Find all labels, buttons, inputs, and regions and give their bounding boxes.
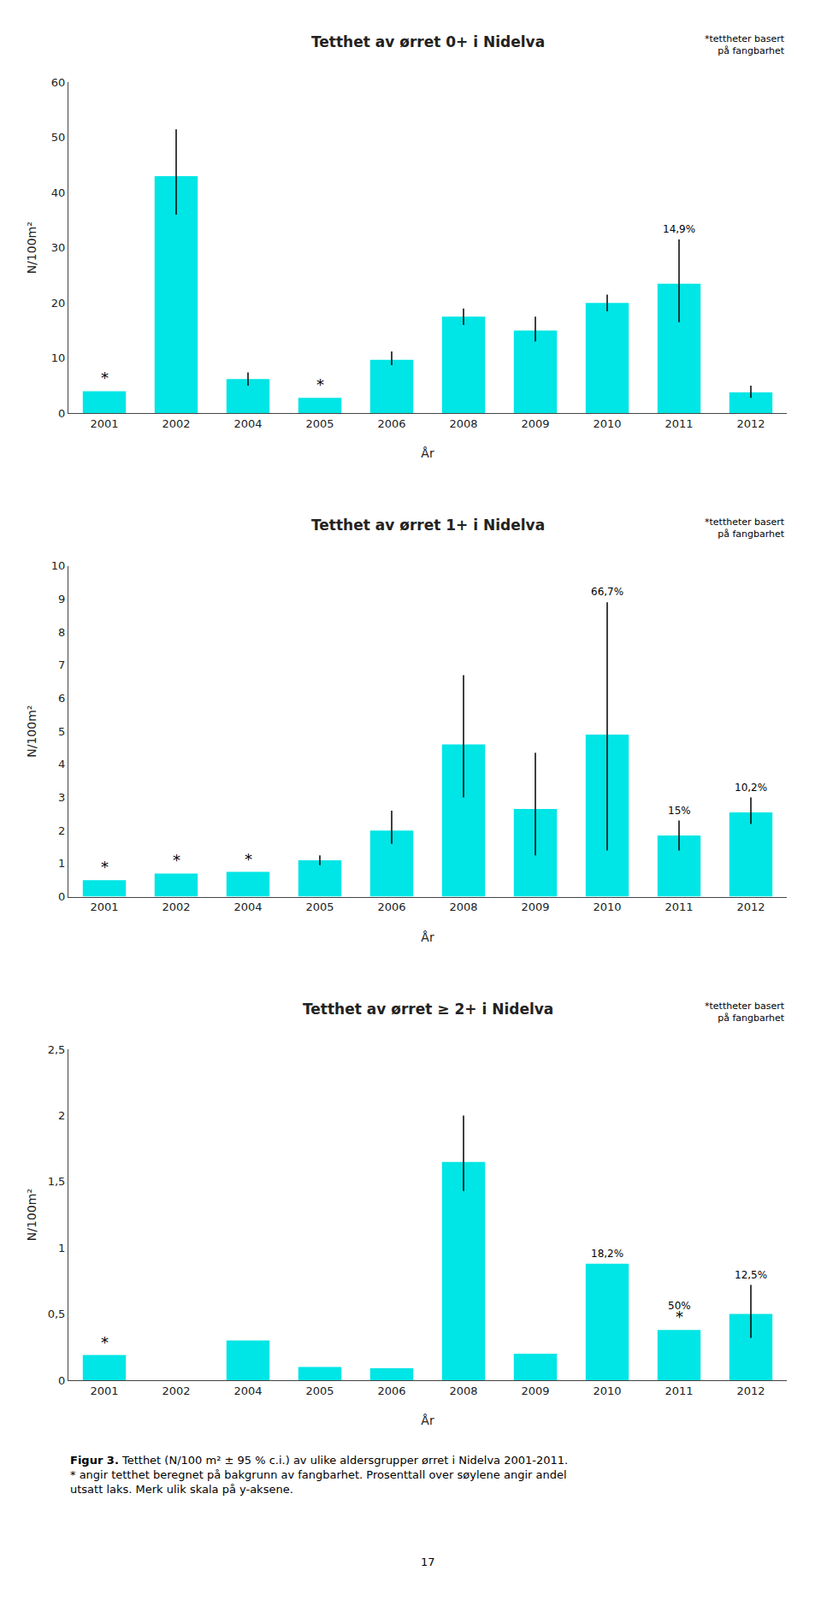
svg-text:2001: 2001 xyxy=(89,900,119,914)
svg-text:20: 20 xyxy=(51,296,66,310)
svg-text:2002: 2002 xyxy=(161,417,190,431)
svg-text:2011: 2011 xyxy=(664,900,693,914)
svg-text:*tettheter basertpå fangbarhet: *tettheter basertpå fangbarhet xyxy=(704,1000,786,1024)
svg-text:2009: 2009 xyxy=(520,417,550,431)
svg-text:3: 3 xyxy=(58,791,65,804)
svg-text:14,9%: 14,9% xyxy=(662,223,696,236)
svg-text:0: 0 xyxy=(58,407,65,420)
svg-text:9: 9 xyxy=(58,592,65,606)
svg-text:2005: 2005 xyxy=(305,417,334,431)
svg-text:*: * xyxy=(100,1333,109,1352)
svg-text:8: 8 xyxy=(58,626,65,639)
svg-text:Tetthet av ørret 1+ i Nidelva: Tetthet av ørret 1+ i Nidelva xyxy=(311,516,545,534)
svg-text:*: * xyxy=(316,375,325,394)
svg-text:0,5: 0,5 xyxy=(47,1307,66,1321)
svg-text:10: 10 xyxy=(51,351,66,365)
svg-text:15%: 15% xyxy=(667,804,692,817)
svg-text:År: År xyxy=(420,930,435,945)
svg-text:1: 1 xyxy=(58,1241,65,1255)
svg-text:50%: 50% xyxy=(667,1299,692,1312)
svg-text:7: 7 xyxy=(58,658,65,672)
svg-text:*: * xyxy=(100,857,109,876)
svg-text:10,2%: 10,2% xyxy=(734,781,768,794)
svg-text:2: 2 xyxy=(58,824,65,838)
svg-text:2008: 2008 xyxy=(448,900,478,914)
svg-text:2005: 2005 xyxy=(305,900,334,914)
svg-text:2011: 2011 xyxy=(664,1384,693,1398)
svg-text:*: * xyxy=(675,1307,684,1326)
svg-text:2012: 2012 xyxy=(736,417,765,431)
svg-text:Figur 3. Tetthet (N/100 m² ± 9: Figur 3. Tetthet (N/100 m² ± 95 % c.i.) … xyxy=(70,1453,568,1496)
svg-text:N/100m²: N/100m² xyxy=(24,705,39,758)
svg-text:2010: 2010 xyxy=(592,900,621,914)
svg-text:N/100m²: N/100m² xyxy=(24,221,39,274)
svg-text:2008: 2008 xyxy=(448,417,478,431)
svg-text:2008: 2008 xyxy=(448,1384,478,1398)
svg-text:12,5%: 12,5% xyxy=(734,1269,768,1282)
svg-text:0: 0 xyxy=(58,890,65,904)
svg-text:2010: 2010 xyxy=(592,1384,621,1398)
svg-text:0: 0 xyxy=(58,1374,65,1388)
svg-text:6: 6 xyxy=(58,691,65,705)
svg-text:2012: 2012 xyxy=(736,1384,765,1398)
svg-text:5: 5 xyxy=(58,725,65,739)
svg-text:N/100m²: N/100m² xyxy=(24,1188,39,1241)
svg-text:2012: 2012 xyxy=(736,900,765,914)
svg-text:År: År xyxy=(420,1413,435,1428)
svg-text:2001: 2001 xyxy=(89,417,119,431)
svg-text:2004: 2004 xyxy=(233,1384,262,1398)
svg-text:40: 40 xyxy=(51,186,66,200)
svg-text:30: 30 xyxy=(51,241,66,254)
svg-text:2004: 2004 xyxy=(233,900,262,914)
svg-text:Tetthet av ørret 0+ i Nidelva: Tetthet av ørret 0+ i Nidelva xyxy=(311,33,545,51)
svg-text:*: * xyxy=(100,368,109,387)
svg-text:2: 2 xyxy=(58,1109,65,1123)
svg-text:*: * xyxy=(244,850,253,869)
svg-text:1,5: 1,5 xyxy=(47,1175,66,1188)
svg-text:2002: 2002 xyxy=(161,1384,190,1398)
svg-text:17: 17 xyxy=(420,1555,436,1569)
svg-text:18,2%: 18,2% xyxy=(590,1247,624,1260)
svg-text:2009: 2009 xyxy=(520,900,550,914)
svg-text:2,5: 2,5 xyxy=(47,1043,66,1057)
svg-text:60: 60 xyxy=(51,76,66,89)
svg-text:2005: 2005 xyxy=(305,1384,334,1398)
svg-text:2006: 2006 xyxy=(377,1384,406,1398)
svg-text:1: 1 xyxy=(58,856,65,870)
svg-text:50: 50 xyxy=(51,130,66,144)
svg-text:2009: 2009 xyxy=(520,1384,550,1398)
svg-text:*tettheter basertpå fangbarhet: *tettheter basertpå fangbarhet xyxy=(704,516,786,540)
svg-text:År: År xyxy=(420,446,435,461)
svg-text:2001: 2001 xyxy=(89,1384,119,1398)
svg-text:66,7%: 66,7% xyxy=(590,585,624,598)
svg-text:2004: 2004 xyxy=(233,417,262,431)
svg-text:2006: 2006 xyxy=(377,417,406,431)
svg-text:2010: 2010 xyxy=(592,417,621,431)
svg-text:2011: 2011 xyxy=(664,417,693,431)
svg-text:2006: 2006 xyxy=(377,900,406,914)
svg-text:2002: 2002 xyxy=(161,900,190,914)
svg-text:*tettheter basertpå fangbarhet: *tettheter basertpå fangbarhet xyxy=(704,33,786,57)
svg-text:10: 10 xyxy=(51,559,66,573)
svg-text:*: * xyxy=(172,850,181,869)
svg-text:4: 4 xyxy=(58,757,65,771)
svg-text:Tetthet av ørret ≥ 2+ i Nidelv: Tetthet av ørret ≥ 2+ i Nidelva xyxy=(302,1000,554,1018)
